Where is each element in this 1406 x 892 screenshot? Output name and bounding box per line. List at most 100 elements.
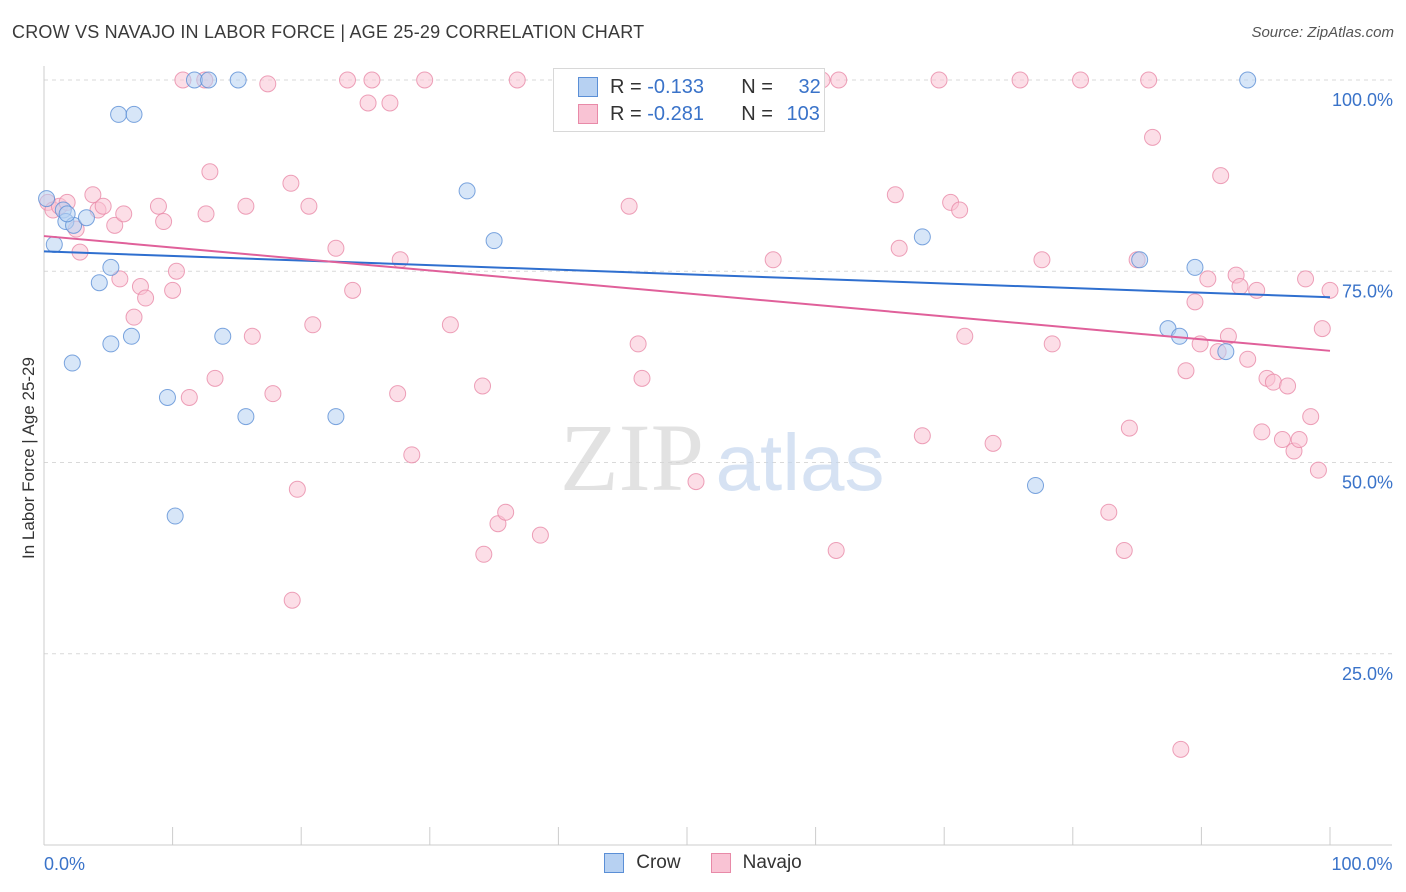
series-legend: Crow Navajo [0,852,1406,874]
crow-r-value: -0.133 [647,75,704,98]
navajo-legend-label: Navajo [742,852,802,873]
legend-row-crow: R = -0.133 N = 32 [578,74,821,100]
navajo-point [1309,461,1327,479]
navajo-point [886,186,904,204]
points-layer [38,71,1339,758]
navajo-n-value: 103 [786,102,820,125]
crow-point [125,105,143,123]
navajo-point [1011,71,1029,89]
navajo-point [125,308,143,326]
navajo-point [913,427,931,445]
crow-point [185,71,203,89]
navajo-point [687,473,705,491]
navajo-point [282,174,300,192]
crow-point [458,182,476,200]
navajo-point [264,385,282,403]
navajo-point [206,369,224,387]
navajo-point [201,163,219,181]
crow-point [122,327,140,345]
crow-point [63,354,81,372]
labels-layer: 25.0% 50.0% 75.0% 100.0% 0.0% 100.0% In Labor … [19,90,1393,874]
navajo-point [827,541,845,559]
crow-r-label: R = [610,75,648,98]
navajo-point [94,197,112,215]
navajo-point [1072,71,1090,89]
x-tick-label: 100.0% [1331,854,1392,874]
navajo-point [497,503,515,521]
navajo-point [508,71,526,89]
crow-n-label: N = [741,75,779,98]
navajo-point [441,316,459,334]
crow-point [237,408,255,426]
navajo-point [344,281,362,299]
navajo-point [1248,281,1266,299]
navajo-point [1033,251,1051,269]
navajo-point [1264,373,1282,391]
chart-title: CROW VS NAVAJO IN LABOR FORCE | AGE 25-2… [12,22,645,42]
navajo-point [1186,293,1204,311]
navajo-point [1115,541,1133,559]
navajo-point [359,94,377,112]
navajo-point [416,71,434,89]
watermark-atlas: atlas [716,418,885,507]
crow-swatch [578,77,598,97]
navajo-point [956,327,974,345]
y-axis-title: In Labor Force | Age 25-29 [19,357,38,559]
legend-item-navajo[interactable]: Navajo [710,852,802,874]
watermark-zip: ZIP [560,404,704,511]
navajo-point [1120,419,1138,437]
navajo-swatch [578,104,598,124]
navajo-point [1279,377,1297,395]
navajo-point [288,480,306,498]
crow-point [90,274,108,292]
navajo-r-value: -0.281 [647,102,704,125]
trend-layer [43,235,1331,352]
stats-legend: R = -0.133 N = 32 R = -0.281 N = 103 [553,68,825,132]
navajo-point [764,251,782,269]
crow-legend-label: Crow [636,852,681,873]
navajo-point [830,71,848,89]
navajo-point [381,94,399,112]
crow-trend-line [43,250,1331,299]
navajo-point [1140,71,1158,89]
navajo-point [327,239,345,257]
crow-point [485,232,503,250]
crow-point [58,205,76,223]
navajo-point [1302,408,1320,426]
navajo-point [633,369,651,387]
crow-point [327,408,345,426]
navajo-point [149,197,167,215]
navajo-point [531,526,549,544]
crow-point [1186,258,1204,276]
legend-item-crow[interactable]: Crow [604,852,681,874]
navajo-point [629,335,647,353]
navajo-point [1043,335,1061,353]
navajo-point [1231,278,1249,296]
navajo-trend-line [43,235,1331,352]
navajo-point [391,251,409,269]
navajo-r-label: R = [610,102,648,125]
navajo-point [984,434,1002,452]
navajo-point [259,75,277,93]
crow-point [77,209,95,227]
navajo-point [243,327,261,345]
crow-n-value: 32 [798,75,821,98]
navajo-point [237,197,255,215]
navajo-point [155,213,173,231]
y-tick-label: 75.0% [1342,281,1393,301]
navajo-point [300,197,318,215]
navajo-point [338,71,356,89]
navajo-point [180,388,198,406]
navajo-point [930,71,948,89]
navajo-point [1273,431,1291,449]
navajo-point [1100,503,1118,521]
navajo-point [84,186,102,204]
x-tick-label: 0.0% [44,854,85,874]
y-tick-label: 100.0% [1332,90,1393,110]
crow-point [200,71,218,89]
navajo-point [1253,423,1271,441]
navajo-n-label: N = [741,102,779,125]
navajo-point [1177,362,1195,380]
navajo-point [1172,740,1190,758]
